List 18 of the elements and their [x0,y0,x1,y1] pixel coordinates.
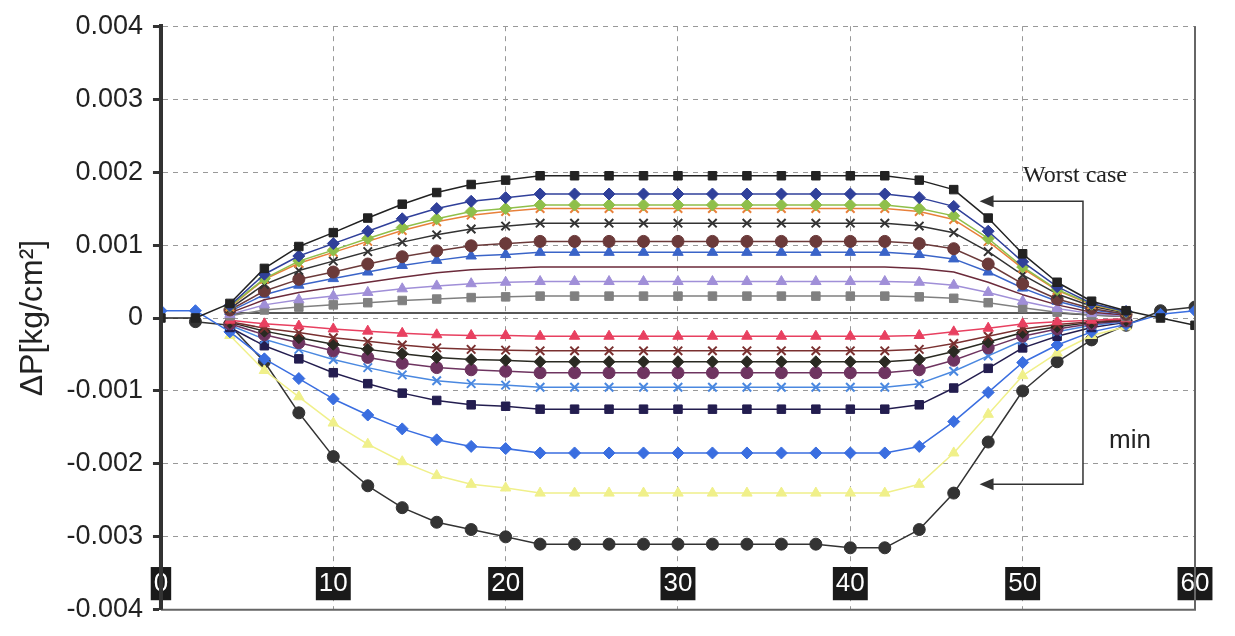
x-tick-label: 60 [1180,566,1210,597]
y-tick-label: 0.003 [75,82,143,113]
annotation: Worst case [1022,161,1128,188]
y-tick-label: 0.002 [75,155,143,186]
x-tick-label: 40 [835,566,865,597]
x-tick-label: 30 [663,566,693,597]
y-axis-title: ΔP[kg/cm²] [13,239,50,397]
y-tick-label: -0.002 [66,447,143,478]
x-tick-label: 50 [1008,566,1038,597]
annotation: min [1109,424,1151,455]
x-tick-label: 20 [491,566,521,597]
y-tick-label: 0 [127,301,143,332]
y-tick-label: 0.001 [75,228,143,259]
y-tick-label: -0.004 [66,593,143,624]
y-tick-label: -0.003 [66,520,143,551]
x-tick-label: 10 [318,566,348,597]
y-tick-label: -0.001 [66,374,143,405]
y-tick-label: 0.004 [75,9,143,40]
